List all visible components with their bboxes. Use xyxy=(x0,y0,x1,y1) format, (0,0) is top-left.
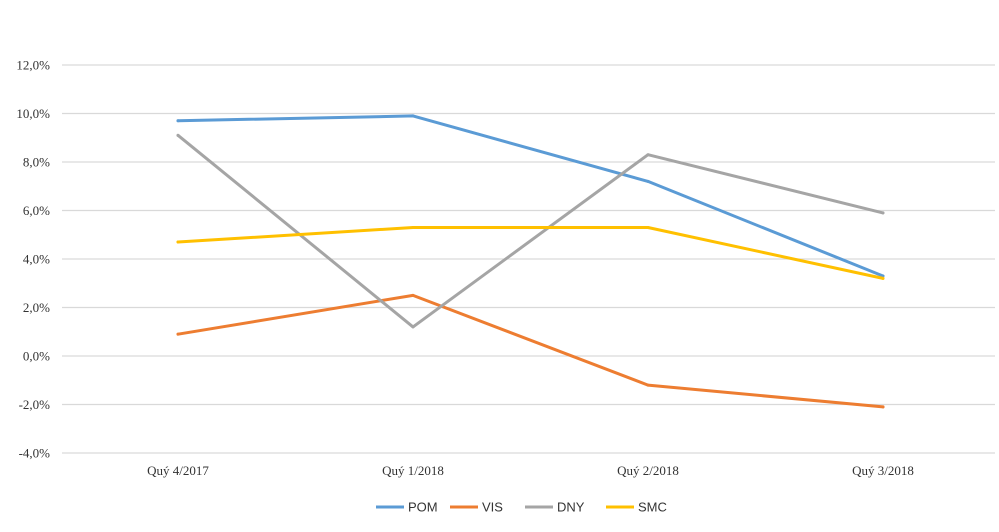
data-point-pom xyxy=(411,114,415,118)
data-point-vis xyxy=(646,383,650,387)
y-tick-label: -4,0% xyxy=(19,446,51,461)
data-point-smc xyxy=(411,225,415,229)
y-tick-label: -2,0% xyxy=(19,397,51,412)
x-tick-label: Quý 1/2018 xyxy=(382,463,444,478)
y-tick-label: 0,0% xyxy=(23,349,50,364)
legend-item-dny: DNY xyxy=(525,500,585,515)
y-axis-tick-labels: -4,0% -2,0% 0,0% 2,0% 4,0% 6,0% 8,0% 10,0% 12,0% xyxy=(16,58,50,461)
x-tick-label: Quý 2/2018 xyxy=(617,463,679,478)
data-point-smc xyxy=(646,225,650,229)
legend-label: VIS xyxy=(482,500,503,515)
data-point-dny xyxy=(881,211,885,215)
data-point-vis xyxy=(411,293,415,297)
series-line-vis xyxy=(176,293,885,409)
data-point-dny xyxy=(176,133,180,137)
y-tick-label: 12,0% xyxy=(16,58,50,73)
series-lines xyxy=(176,114,885,409)
legend: POM VIS DNY SMC xyxy=(376,500,667,515)
series-line-dny xyxy=(176,133,885,329)
y-tick-label: 10,0% xyxy=(16,106,50,121)
y-tick-label: 6,0% xyxy=(23,203,50,218)
series-line-smc xyxy=(176,225,885,280)
data-point-pom xyxy=(646,179,650,183)
x-tick-label: Quý 4/2017 xyxy=(147,463,209,478)
legend-label: SMC xyxy=(638,500,667,515)
y-tick-label: 8,0% xyxy=(23,155,50,170)
data-point-dny xyxy=(646,153,650,157)
data-point-smc xyxy=(881,276,885,280)
x-axis-tick-labels: Quý 4/2017 Quý 1/2018 Quý 2/2018 Quý 3/2018 xyxy=(147,463,914,478)
legend-label: DNY xyxy=(557,500,585,515)
x-tick-label: Quý 3/2018 xyxy=(852,463,914,478)
data-point-vis xyxy=(881,405,885,409)
data-point-smc xyxy=(176,240,180,244)
legend-item-vis: VIS xyxy=(450,500,503,515)
y-tick-label: 4,0% xyxy=(23,252,50,267)
y-tick-label: 2,0% xyxy=(23,300,50,315)
gridlines xyxy=(62,64,995,454)
legend-label: POM xyxy=(408,500,438,515)
data-point-dny xyxy=(411,325,415,329)
legend-item-pom: POM xyxy=(376,500,438,515)
legend-item-smc: SMC xyxy=(606,500,667,515)
data-point-pom xyxy=(176,119,180,123)
series-line-pom xyxy=(176,114,885,278)
data-point-vis xyxy=(176,332,180,336)
